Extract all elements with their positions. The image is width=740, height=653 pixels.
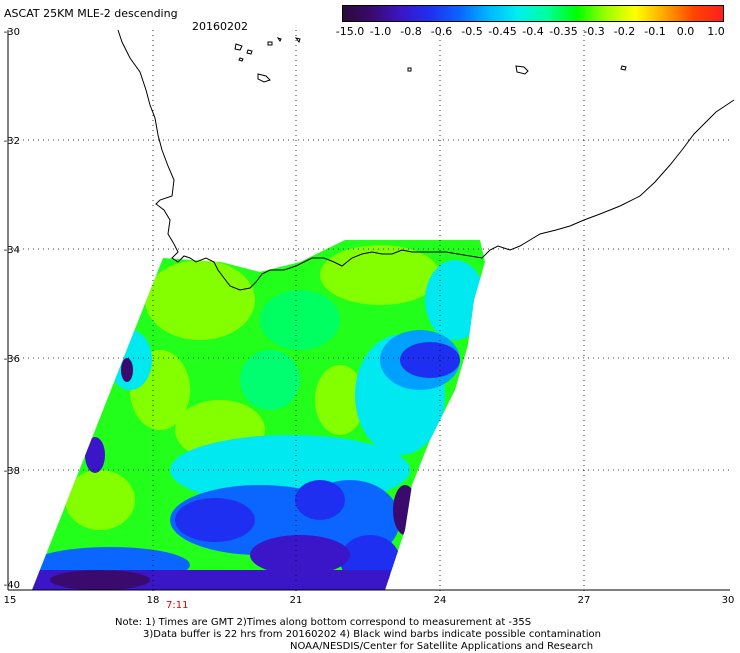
- frame: [7, 30, 730, 591]
- map-title: ASCAT 25KM MLE-2 descending: [4, 7, 178, 20]
- lat-label: -40: [4, 580, 20, 591]
- note-line-2: 3)Data buffer is 22 hrs from 20160202 4)…: [143, 629, 601, 640]
- lon-label: 15: [4, 595, 17, 606]
- colorbar-tick-label: -0.2: [613, 25, 636, 38]
- lon-label: 21: [290, 595, 303, 606]
- lat-label: -32: [4, 136, 20, 147]
- lon-label: 30: [722, 595, 735, 606]
- lon-label: 24: [434, 595, 447, 606]
- lon-label: 18: [147, 595, 160, 606]
- colorbar-tick-label: -1.0: [369, 25, 392, 38]
- colorbar-tick-label: 0.0: [676, 25, 695, 38]
- lon-labels: 15 18 21 24 27 30: [4, 595, 735, 606]
- colorbar-tick-label: -0.3: [583, 25, 605, 38]
- lat-label: -30: [4, 27, 20, 38]
- colorbar-tick-label: -0.5: [461, 25, 483, 38]
- colorbar-tick-label: 1.0: [707, 25, 725, 38]
- note-line-3: NOAA/NESDIS/Center for Satellite Applica…: [290, 641, 594, 652]
- colorbar-tick-label: -0.6: [430, 25, 453, 38]
- wind-swath: [32, 240, 485, 590]
- lat-label: -34: [4, 245, 20, 256]
- colorbar: [342, 5, 724, 22]
- colorbar-tick-label: -0.35: [549, 25, 578, 38]
- colorbar-tick-label: -0.45: [488, 25, 517, 38]
- graticule: [8, 30, 730, 595]
- lat-labels: -30 -32 -34 -36 -38 -40: [4, 27, 20, 591]
- colorbar-tick-label: -0.1: [644, 25, 666, 38]
- colorbar-tick-label: -0.4: [522, 25, 544, 38]
- colorbar-labels: -15.0 -1.0 -0.8 -0.6 -0.5 -0.45 -0.4 -0.35 -0.3-…: [0, 25, 740, 39]
- colorbar-tick-label: -15.0: [335, 25, 365, 38]
- lon-label: 27: [578, 595, 591, 606]
- note-line-1: Note: 1) Times are GMT 2)Times along bot…: [115, 617, 532, 628]
- coastline: [117, 29, 735, 291]
- colorbar-tick-label: -0.8: [400, 25, 422, 38]
- lat-label: -38: [4, 466, 20, 477]
- time-label: 7:11: [166, 600, 189, 611]
- lat-label: -36: [4, 354, 20, 365]
- map-date: 20160202: [192, 20, 248, 33]
